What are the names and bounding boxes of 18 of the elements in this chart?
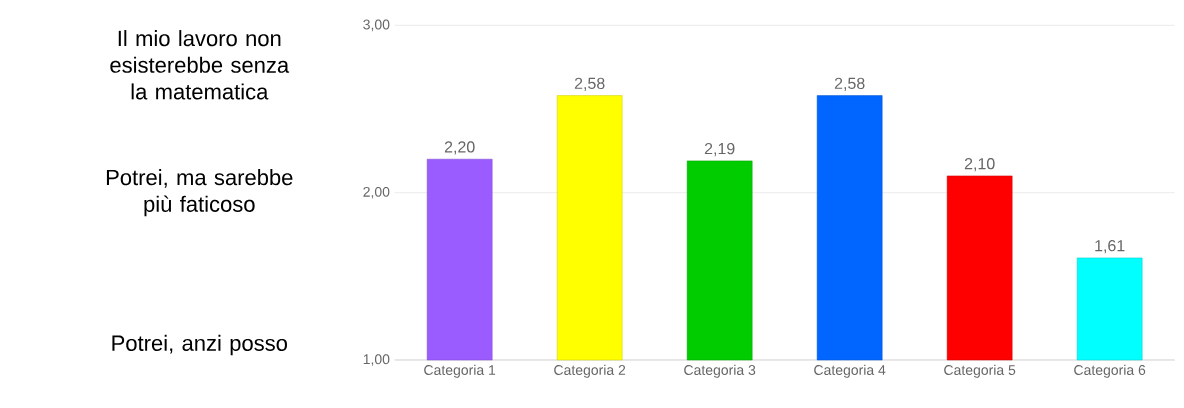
x-tick-label: Categoria 3 (684, 364, 756, 378)
text: Potrei, ma sarebbe più faticoso (106, 169, 293, 217)
text: Potrei, anzi posso (112, 334, 287, 356)
y-tick-label: 3,00 (363, 19, 390, 32)
x-tick-label: Categoria 1 (424, 364, 496, 378)
data-label: 2,10 (964, 158, 995, 172)
data-label: 2,19 (704, 142, 735, 157)
text: Il mio lavoro non esisterebbe senza la matematica (110, 30, 290, 100)
data-label: 2,20 (444, 141, 475, 155)
x-tick-label: Categoria 4 (814, 364, 886, 378)
data-label: 1,61 (1095, 240, 1125, 254)
x-tick-label: Categoria 2 (554, 364, 626, 378)
data-label: 2,58 (834, 77, 865, 91)
x-tick-label: Categoria 6 (1074, 364, 1146, 378)
x-tick-label: Categoria 5 (944, 364, 1016, 378)
y-tick-label: 2,00 (363, 186, 390, 199)
y-tick-label: 1,00 (363, 354, 390, 366)
data-label: 2,58 (574, 77, 605, 91)
